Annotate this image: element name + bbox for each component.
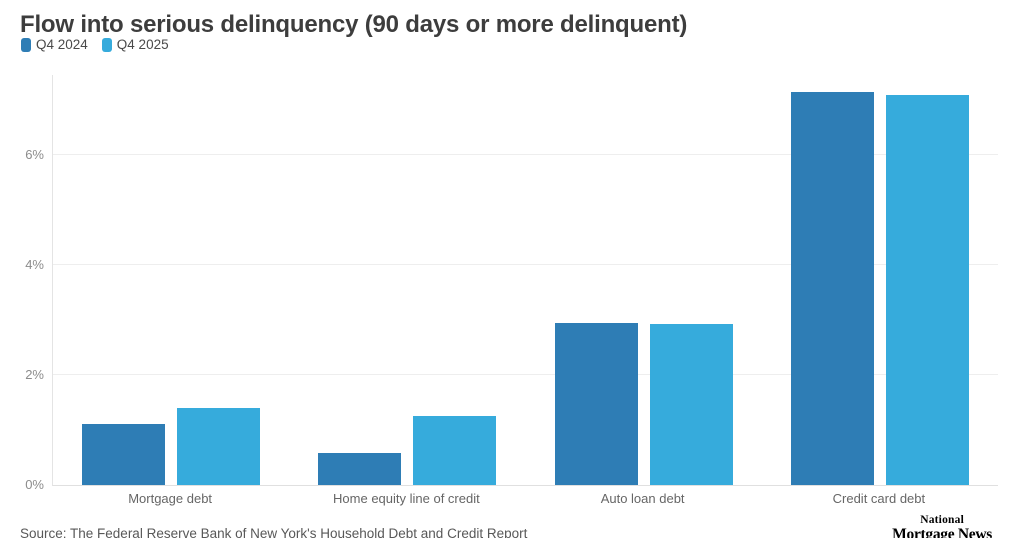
- bar-group-credit-card-debt: [762, 75, 998, 485]
- chart-legend: Q4 2024 Q4 2025: [21, 37, 169, 52]
- legend-item-q4-2024: Q4 2024: [21, 37, 88, 52]
- y-tick-label-6%: 6%: [25, 146, 44, 162]
- logo-line-2: Mortgage News: [892, 525, 992, 538]
- x-axis-label-credit-card-debt: Credit card debt: [832, 491, 926, 506]
- legend-label: Q4 2025: [116, 37, 169, 52]
- national-mortgage-news-logo: National Mortgage News: [892, 514, 992, 538]
- bar-group-home-equity-line-of-credit: [289, 75, 525, 485]
- y-tick-label-4%: 4%: [25, 256, 44, 272]
- bar-group-auto-loan-debt: [526, 75, 762, 485]
- logo-line-1: National: [920, 514, 964, 526]
- bar-q4-2024-auto-loan-debt: [554, 322, 638, 485]
- source-note: Source: The Federal Reserve Bank of New …: [20, 526, 528, 538]
- gridline-4%: [53, 263, 998, 265]
- bar-q4-2025-credit-card-debt: [885, 94, 969, 485]
- bar-q4-2025-home-equity-line-of-credit: [413, 416, 497, 485]
- legend-swatch-icon: [21, 37, 31, 52]
- x-axis-labels: Mortgage debt Home equity line of credit A…: [52, 491, 997, 506]
- legend-swatch-icon: [101, 37, 112, 52]
- y-tick-label-0%: 0%: [25, 477, 44, 492]
- bar-q4-2025-auto-loan-debt: [649, 323, 733, 485]
- gridline-6%: [53, 153, 998, 155]
- x-axis-label-home-equity-line-of-credit: Home equity line of credit: [333, 491, 480, 506]
- bar-q4-2024-credit-card-debt: [790, 92, 874, 485]
- x-axis-label-auto-loan-debt: Auto loan debt: [600, 491, 685, 506]
- bar-q4-2024-home-equity-line-of-credit: [318, 453, 402, 485]
- bar-q4-2025-mortgage-debt: [177, 407, 261, 485]
- bar-q4-2024-mortgage-debt: [82, 424, 166, 485]
- plot-area: [52, 75, 998, 486]
- chart-title: Flow into serious delinquency (90 days o…: [20, 11, 688, 39]
- bar-group-mortgage-debt: [53, 75, 289, 485]
- x-axis-label-mortgage-debt: Mortgage debt: [128, 491, 213, 506]
- y-tick-label-2%: 2%: [25, 366, 44, 382]
- gridline-2%: [53, 373, 998, 375]
- legend-item-q4-2025: Q4 2025: [101, 37, 169, 52]
- legend-label: Q4 2024: [36, 37, 88, 52]
